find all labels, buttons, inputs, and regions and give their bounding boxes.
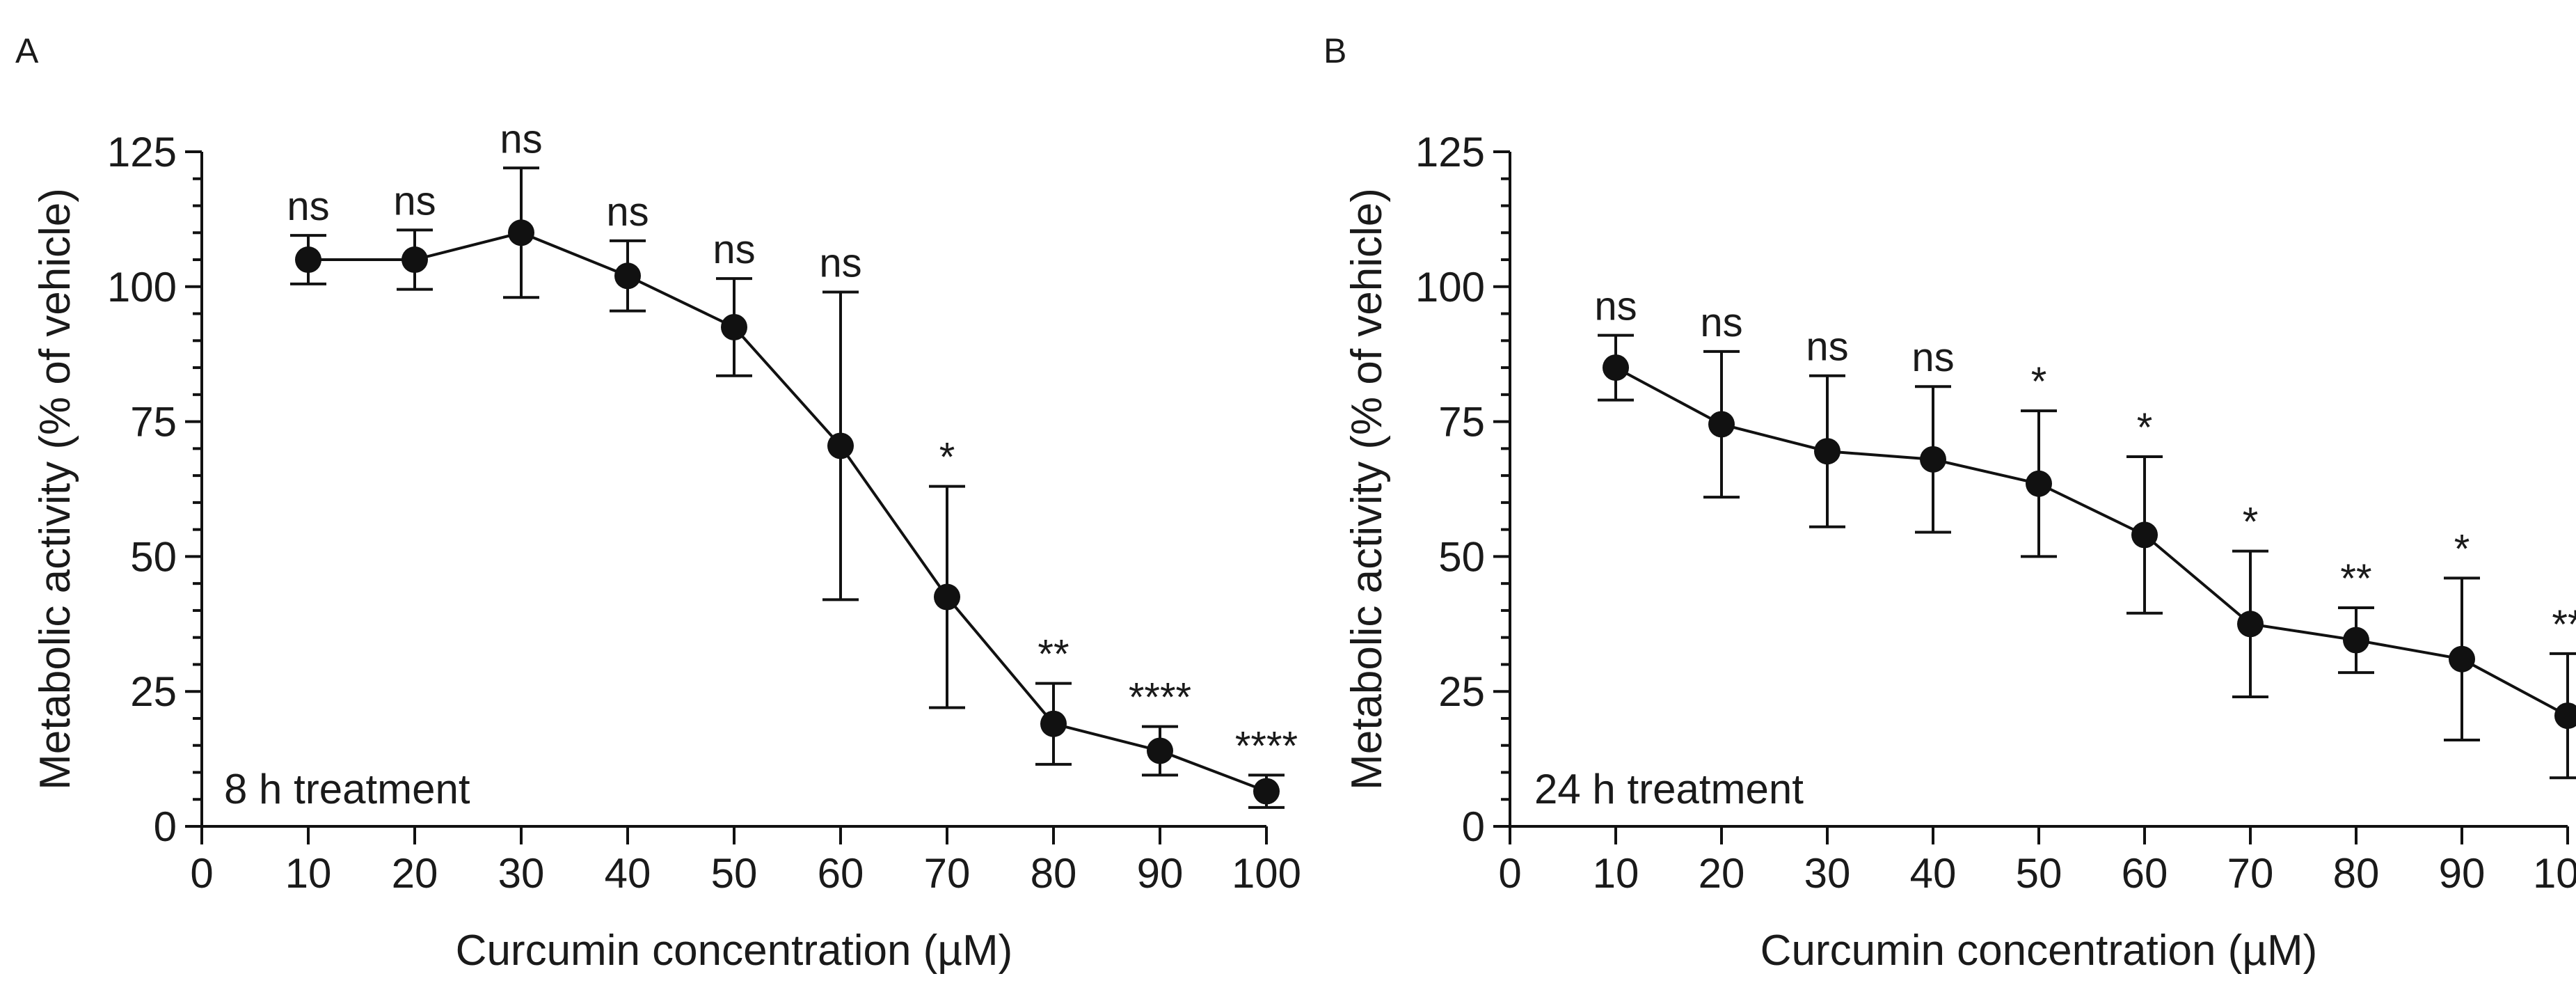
x-tick-label: 10 [1593, 850, 1639, 897]
panel-a: A 0 25 50 75 100 125 0 10 20 30 40 50 60 70 80 90 100 Curc… [15, 31, 1301, 975]
panel-b: B 0 25 50 75 100 125 0 10 20 30 40 50 60 70 80 90 100 Curc… [1323, 31, 2576, 975]
x-tick-label: 90 [2439, 850, 2486, 897]
y-tick-label: 25 [1438, 668, 1485, 715]
data-point [1040, 710, 1067, 737]
data-point [2026, 470, 2052, 497]
significance-label: ns [393, 178, 436, 223]
data-point [2554, 702, 2576, 730]
significance-label: ns [1911, 335, 1954, 380]
data-point [508, 219, 534, 246]
significance-label: ns [819, 241, 861, 286]
y-tick-label: 75 [1438, 399, 1485, 446]
x-axis-title: Curcumin concentration (µM) [1760, 927, 2318, 975]
y-tick-label: 50 [1438, 533, 1485, 580]
data-point [1814, 438, 1840, 465]
significance-label: * [939, 435, 955, 480]
significance-label: ns [1806, 324, 1848, 370]
y-tick-label: 25 [130, 668, 177, 715]
x-tick-label: 20 [1699, 850, 1745, 897]
data-point [401, 246, 428, 274]
y-tick-label: 75 [130, 399, 177, 446]
x-tick-label: 20 [392, 850, 438, 897]
series-line [308, 231, 1267, 793]
y-axis-title: Metabolic activity (% of vehicle) [31, 188, 79, 790]
x-tick-label: 30 [1804, 850, 1851, 897]
x-tick-label: 10 [285, 850, 332, 897]
significance-label: ** [2552, 602, 2576, 647]
treatment-label: 8 h treatment [224, 766, 470, 812]
y-tick-label: 100 [1415, 264, 1485, 310]
y-tick-label: 0 [1462, 803, 1485, 850]
x-tick-label: 40 [1910, 850, 1957, 897]
panel-letter: B [1323, 31, 1346, 70]
significance-label: ns [713, 227, 755, 272]
data-point [614, 262, 641, 290]
y-axis-title: Metabolic activity (% of vehicle) [1343, 188, 1391, 790]
treatment-label: 24 h treatment [1534, 766, 1804, 812]
significance-label: ns [1594, 284, 1637, 329]
data-point [721, 313, 747, 340]
data-point [2449, 645, 2475, 673]
data-point [1920, 446, 1946, 473]
data-point [934, 583, 960, 611]
x-tick-label: 90 [1137, 850, 1184, 897]
data-point [2131, 521, 2158, 549]
x-axis-title: Curcumin concentration (µM) [456, 927, 1013, 975]
significance-label: * [2031, 359, 2047, 404]
x-tick-label: 80 [1031, 850, 1077, 897]
data-point [1253, 778, 1280, 805]
x-tick-label: 60 [818, 850, 864, 897]
significance-label: **** [1235, 723, 1298, 769]
significance-label: ns [606, 189, 649, 235]
x-tick-label: 70 [2227, 850, 2274, 897]
y-tick-label: 0 [154, 803, 177, 850]
x-tick-label: 0 [190, 850, 213, 897]
x-tick-label: 40 [605, 850, 651, 897]
significance-label: ** [1037, 632, 1069, 677]
significance-label: ns [1700, 300, 1742, 345]
data-point [1147, 737, 1173, 764]
y-tick-label: 125 [1415, 129, 1485, 175]
x-tick-label: 100 [2533, 850, 2576, 897]
x-tick-label: 50 [711, 850, 758, 897]
data-point [1603, 354, 1629, 382]
x-tick-label: 0 [1498, 850, 1521, 897]
y-tick-label: 50 [130, 533, 177, 580]
data-point [1708, 411, 1735, 438]
x-tick-label: 70 [924, 850, 971, 897]
y-tick-label: 125 [107, 129, 177, 175]
data-point [295, 246, 321, 274]
x-tick-label: 100 [1232, 850, 1301, 897]
y-tick-label: 100 [107, 264, 177, 310]
significance-label: * [2243, 500, 2259, 545]
panel-letter: A [15, 31, 39, 70]
significance-label: **** [1129, 675, 1191, 721]
x-tick-label: 80 [2333, 850, 2380, 897]
significance-label: * [2454, 526, 2470, 572]
data-point [2237, 611, 2264, 638]
data-point [2343, 627, 2369, 654]
data-point [827, 432, 854, 459]
x-tick-label: 30 [498, 850, 545, 897]
series-line [1615, 366, 2568, 717]
significance-label: ** [2340, 556, 2371, 601]
x-tick-label: 50 [2016, 850, 2062, 897]
significance-label: ns [287, 184, 329, 229]
significance-label: * [2137, 405, 2153, 450]
x-tick-label: 60 [2122, 850, 2168, 897]
significance-label: ns [500, 116, 542, 162]
